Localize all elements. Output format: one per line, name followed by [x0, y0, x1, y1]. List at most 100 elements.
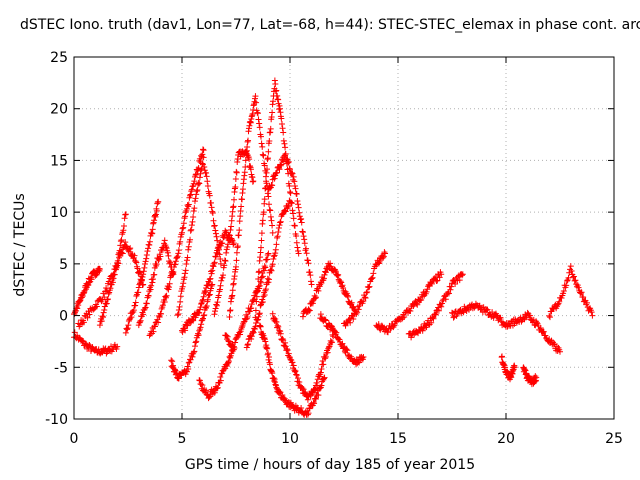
data-point — [264, 256, 271, 263]
data-point — [202, 289, 209, 296]
data-point — [80, 319, 87, 326]
data-point — [117, 238, 124, 245]
data-point — [233, 249, 240, 256]
data-point — [282, 152, 289, 159]
data-point — [306, 307, 313, 314]
data-point — [185, 246, 192, 253]
data-point — [107, 285, 114, 292]
data-point — [303, 250, 310, 257]
data-point — [281, 140, 288, 147]
data-point — [238, 203, 245, 210]
data-point — [269, 182, 276, 189]
data-point — [274, 233, 281, 240]
data-point — [375, 259, 382, 266]
data-point — [309, 390, 316, 397]
data-point — [291, 222, 298, 229]
data-point — [445, 290, 452, 297]
data-point — [265, 148, 272, 155]
data-point — [206, 276, 213, 283]
series-arc — [168, 281, 216, 382]
data-point — [124, 325, 131, 332]
data-point — [257, 323, 264, 330]
data-point — [275, 225, 282, 232]
data-point — [242, 157, 249, 164]
data-point — [212, 308, 219, 315]
data-point — [322, 317, 329, 324]
data-point — [285, 159, 292, 166]
data-point — [132, 299, 139, 306]
data-point — [225, 358, 232, 365]
data-point — [213, 302, 220, 309]
data-point — [296, 379, 303, 386]
data-point — [360, 353, 367, 360]
data-point — [408, 334, 415, 341]
data-point — [184, 202, 191, 209]
data-point — [251, 292, 258, 299]
data-point — [148, 282, 155, 289]
data-point — [158, 310, 165, 317]
data-point — [141, 260, 148, 267]
data-point — [269, 222, 276, 229]
data-point — [230, 240, 237, 247]
data-point — [288, 199, 295, 206]
data-point — [257, 302, 264, 309]
data-point — [143, 255, 150, 262]
data-point — [186, 359, 193, 366]
data-point — [226, 232, 233, 239]
data-point — [483, 307, 490, 314]
data-point — [192, 339, 199, 346]
data-point — [273, 87, 280, 94]
data-point — [264, 275, 271, 282]
data-point — [208, 270, 215, 277]
data-point — [312, 386, 319, 393]
data-point — [310, 399, 317, 406]
data-point — [234, 243, 241, 250]
data-point — [71, 329, 78, 336]
data-point — [161, 237, 168, 244]
data-point — [230, 241, 237, 248]
data-point — [138, 276, 145, 283]
data-point — [233, 257, 240, 264]
data-point — [364, 289, 371, 296]
data-point — [565, 274, 572, 281]
data-point — [287, 190, 294, 197]
data-point — [345, 293, 352, 300]
data-point — [198, 321, 205, 328]
series-arc — [71, 265, 103, 318]
data-point — [121, 215, 128, 222]
data-point — [438, 300, 445, 307]
chart-title: dSTEC Iono. truth (dav1, Lon=77, Lat=-68… — [20, 17, 640, 33]
data-point — [191, 348, 198, 355]
data-point — [320, 375, 327, 382]
data-point — [270, 98, 277, 105]
data-point — [132, 258, 139, 265]
series-arc — [405, 271, 466, 341]
data-point — [209, 210, 216, 217]
data-point — [119, 250, 126, 257]
data-point — [269, 370, 276, 377]
data-point — [96, 266, 103, 273]
data-point — [264, 279, 271, 286]
data-point — [305, 410, 312, 417]
data-point — [193, 191, 200, 198]
x-tick-label: 15 — [389, 431, 407, 447]
data-point — [292, 367, 299, 374]
data-point — [166, 260, 173, 267]
data-point — [277, 330, 284, 337]
y-tick-label: 5 — [59, 257, 68, 273]
data-point — [343, 345, 350, 352]
data-point — [262, 338, 269, 345]
data-point — [537, 325, 544, 332]
data-point — [149, 279, 156, 286]
data-point — [277, 162, 284, 169]
data-point — [511, 364, 518, 371]
data-point — [264, 155, 271, 162]
data-point — [177, 293, 184, 300]
data-point — [98, 318, 105, 325]
data-point — [101, 303, 108, 310]
data-point — [209, 267, 216, 274]
data-point — [578, 289, 585, 296]
data-point — [185, 359, 192, 366]
data-point — [276, 327, 283, 334]
data-point — [95, 346, 102, 353]
